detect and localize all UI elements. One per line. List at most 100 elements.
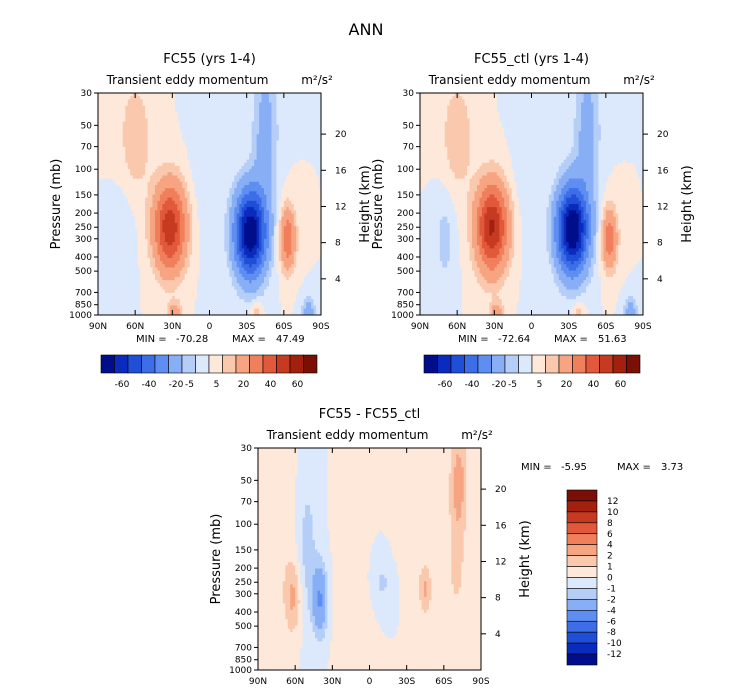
field-cell xyxy=(214,200,218,205)
field-cell xyxy=(174,194,178,199)
field-cell xyxy=(199,248,203,252)
field-cell xyxy=(199,191,203,195)
field-cell xyxy=(209,197,213,202)
field-cell xyxy=(261,143,265,148)
field-cell xyxy=(298,127,302,132)
field-cell xyxy=(152,219,156,224)
field-cell xyxy=(202,242,205,246)
field-cell xyxy=(286,131,290,135)
field-cell xyxy=(306,153,310,157)
field-cell xyxy=(221,245,225,249)
field-cell xyxy=(162,96,166,100)
field-cell xyxy=(306,200,310,205)
field-cell xyxy=(187,115,191,119)
field-cell xyxy=(177,188,181,192)
field-cell xyxy=(150,134,153,138)
field-cell xyxy=(268,254,272,259)
field-cell xyxy=(207,153,210,157)
field-cell xyxy=(301,172,305,176)
field-cell xyxy=(293,134,297,138)
field-cell xyxy=(164,226,168,230)
field-cell xyxy=(219,121,223,126)
field-cell xyxy=(298,248,302,252)
field-cell xyxy=(135,172,139,176)
field-cell xyxy=(239,93,243,97)
field-cell xyxy=(209,200,213,205)
field-cell xyxy=(254,207,257,211)
field-cell xyxy=(296,153,300,157)
field-cell xyxy=(142,204,146,208)
field-cell xyxy=(122,112,126,116)
field-cell xyxy=(152,165,156,170)
field-cell xyxy=(209,216,213,221)
field-cell xyxy=(211,226,215,230)
field-cell xyxy=(192,156,196,160)
field-cell xyxy=(236,112,240,116)
field-cell xyxy=(137,254,141,259)
field-cell xyxy=(316,213,319,218)
field-cell xyxy=(159,153,163,157)
field-cell xyxy=(102,264,106,268)
field-cell xyxy=(169,207,173,211)
field-cell xyxy=(150,216,153,221)
field-cell xyxy=(244,102,248,107)
field-cell xyxy=(192,102,196,107)
field-cell xyxy=(236,124,240,129)
field-cell xyxy=(259,93,262,97)
field-cell xyxy=(224,219,228,224)
field-cell xyxy=(169,146,173,151)
field-cell xyxy=(130,191,134,195)
field-cell xyxy=(261,245,265,249)
field-cell xyxy=(214,175,218,180)
field-cell xyxy=(239,169,243,173)
field-cell xyxy=(179,172,183,176)
field-cell xyxy=(303,140,307,145)
field-cell xyxy=(187,121,191,126)
field-cell xyxy=(162,162,166,167)
field-cell xyxy=(110,131,114,135)
field-cell xyxy=(159,188,163,192)
field-cell xyxy=(172,245,176,249)
field-cell xyxy=(226,127,230,132)
field-cell xyxy=(273,264,277,268)
field-cell xyxy=(132,267,136,271)
field-cell xyxy=(256,197,260,202)
field-cell xyxy=(135,223,139,227)
field-cell xyxy=(150,118,153,122)
field-cell xyxy=(179,219,183,224)
field-cell xyxy=(251,131,255,135)
field-cell xyxy=(105,137,109,141)
field-cell xyxy=(261,181,265,186)
field-cell xyxy=(268,264,272,268)
field-cell xyxy=(145,267,148,271)
field-cell xyxy=(209,181,213,186)
field-cell xyxy=(197,191,200,195)
field-cell xyxy=(251,121,255,126)
field-cell xyxy=(152,242,156,246)
field-cell xyxy=(264,99,267,103)
field-cell xyxy=(164,251,168,256)
field-cell xyxy=(278,115,282,119)
field-cell xyxy=(159,207,163,211)
field-cell xyxy=(311,134,314,138)
field-cell xyxy=(132,156,136,160)
field-cell xyxy=(249,257,253,262)
field-cell xyxy=(150,184,153,189)
field-cell xyxy=(179,216,183,221)
field-cell xyxy=(231,235,235,240)
field-cell xyxy=(100,143,104,148)
field-cell xyxy=(259,235,262,240)
field-cell xyxy=(115,121,119,126)
field-cell xyxy=(167,200,171,205)
field-cell xyxy=(145,251,148,256)
field-cell xyxy=(244,99,248,103)
field-cell xyxy=(301,261,305,265)
field-cell xyxy=(229,194,233,199)
field-cell xyxy=(298,105,302,110)
field-cell xyxy=(301,254,305,259)
field-cell xyxy=(177,223,181,227)
field-cell xyxy=(209,146,213,151)
field-cell xyxy=(246,159,250,164)
field-cell xyxy=(296,108,300,113)
